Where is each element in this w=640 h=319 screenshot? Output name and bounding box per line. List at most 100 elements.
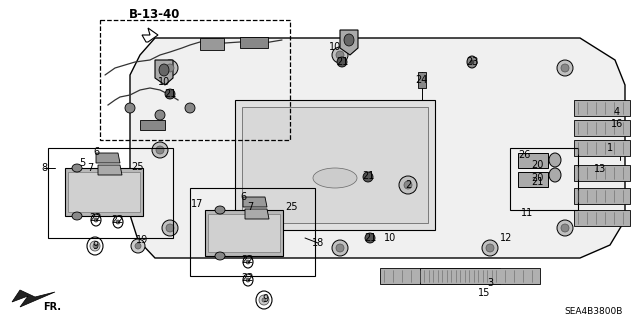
Text: 20: 20 — [531, 173, 543, 183]
Text: 15: 15 — [478, 288, 490, 298]
Bar — [235, 100, 435, 230]
Polygon shape — [12, 290, 55, 307]
Text: 21: 21 — [531, 177, 543, 187]
Ellipse shape — [365, 233, 375, 243]
Text: 1: 1 — [607, 143, 613, 153]
Ellipse shape — [561, 224, 569, 232]
Ellipse shape — [313, 168, 357, 188]
Ellipse shape — [482, 240, 498, 256]
Text: 21: 21 — [336, 57, 348, 67]
Polygon shape — [200, 38, 224, 50]
Text: 25: 25 — [132, 162, 144, 172]
Text: 26: 26 — [518, 150, 530, 160]
Ellipse shape — [166, 224, 174, 232]
Ellipse shape — [152, 142, 168, 158]
Text: 21: 21 — [362, 171, 374, 181]
Text: 22: 22 — [242, 273, 254, 283]
Bar — [205, 210, 283, 256]
Ellipse shape — [470, 60, 474, 64]
Polygon shape — [245, 209, 269, 219]
Bar — [68, 172, 140, 212]
Ellipse shape — [155, 110, 165, 120]
Polygon shape — [130, 38, 625, 258]
Ellipse shape — [467, 56, 477, 68]
Text: 12: 12 — [500, 233, 512, 243]
Ellipse shape — [561, 64, 569, 72]
Polygon shape — [240, 37, 268, 48]
Polygon shape — [574, 100, 630, 116]
Text: 7: 7 — [247, 202, 253, 212]
Ellipse shape — [532, 177, 542, 187]
Ellipse shape — [549, 168, 561, 182]
Ellipse shape — [131, 239, 145, 253]
Text: 19: 19 — [136, 235, 148, 245]
Text: 10: 10 — [158, 77, 170, 87]
Ellipse shape — [94, 218, 98, 222]
Polygon shape — [96, 153, 120, 163]
Ellipse shape — [166, 64, 174, 72]
Text: 21: 21 — [164, 89, 176, 99]
Text: 11: 11 — [521, 208, 533, 218]
Ellipse shape — [404, 181, 412, 189]
Bar — [65, 168, 143, 216]
Text: 8: 8 — [41, 163, 47, 173]
Ellipse shape — [262, 298, 266, 302]
Text: 22: 22 — [112, 215, 124, 225]
Text: 5: 5 — [79, 158, 85, 168]
Text: 17: 17 — [191, 199, 203, 209]
Polygon shape — [380, 268, 500, 284]
Polygon shape — [155, 60, 173, 85]
Text: 10: 10 — [384, 233, 396, 243]
Text: 22: 22 — [90, 213, 102, 223]
Text: 4: 4 — [614, 107, 620, 117]
Ellipse shape — [116, 220, 120, 224]
Ellipse shape — [215, 252, 225, 260]
Ellipse shape — [557, 220, 573, 236]
Ellipse shape — [215, 206, 225, 214]
Bar — [510, 148, 578, 210]
Ellipse shape — [162, 60, 178, 76]
Polygon shape — [574, 140, 630, 156]
Text: 21: 21 — [364, 233, 376, 243]
Ellipse shape — [336, 51, 344, 59]
Polygon shape — [420, 268, 540, 284]
Ellipse shape — [259, 295, 269, 305]
Ellipse shape — [399, 176, 417, 194]
Text: 16: 16 — [611, 119, 623, 129]
Text: 6: 6 — [240, 192, 246, 202]
Polygon shape — [140, 120, 165, 130]
Text: 23: 23 — [466, 57, 478, 67]
Ellipse shape — [90, 241, 100, 251]
Polygon shape — [98, 165, 122, 175]
Polygon shape — [518, 153, 548, 168]
Ellipse shape — [549, 153, 561, 167]
Text: 18: 18 — [312, 238, 324, 248]
Text: 20: 20 — [531, 160, 543, 170]
Ellipse shape — [162, 220, 178, 236]
Ellipse shape — [246, 278, 250, 282]
Bar — [208, 214, 280, 252]
Ellipse shape — [135, 243, 141, 249]
Ellipse shape — [156, 146, 164, 154]
Ellipse shape — [125, 103, 135, 113]
Text: SEA4B3800B: SEA4B3800B — [565, 308, 623, 316]
Ellipse shape — [486, 244, 494, 252]
Ellipse shape — [332, 240, 348, 256]
Ellipse shape — [72, 212, 82, 220]
Text: 22: 22 — [242, 255, 254, 265]
Ellipse shape — [165, 89, 175, 99]
Ellipse shape — [246, 260, 250, 264]
Text: 24: 24 — [415, 75, 427, 85]
Ellipse shape — [557, 60, 573, 76]
Polygon shape — [142, 28, 158, 42]
Ellipse shape — [159, 64, 169, 76]
Polygon shape — [574, 188, 630, 204]
Polygon shape — [518, 172, 548, 187]
Polygon shape — [243, 197, 267, 207]
Ellipse shape — [337, 57, 347, 67]
Bar — [190, 188, 315, 276]
Text: 3: 3 — [487, 278, 493, 288]
Text: 25: 25 — [285, 202, 297, 212]
Ellipse shape — [336, 244, 344, 252]
Text: 9: 9 — [92, 241, 98, 251]
